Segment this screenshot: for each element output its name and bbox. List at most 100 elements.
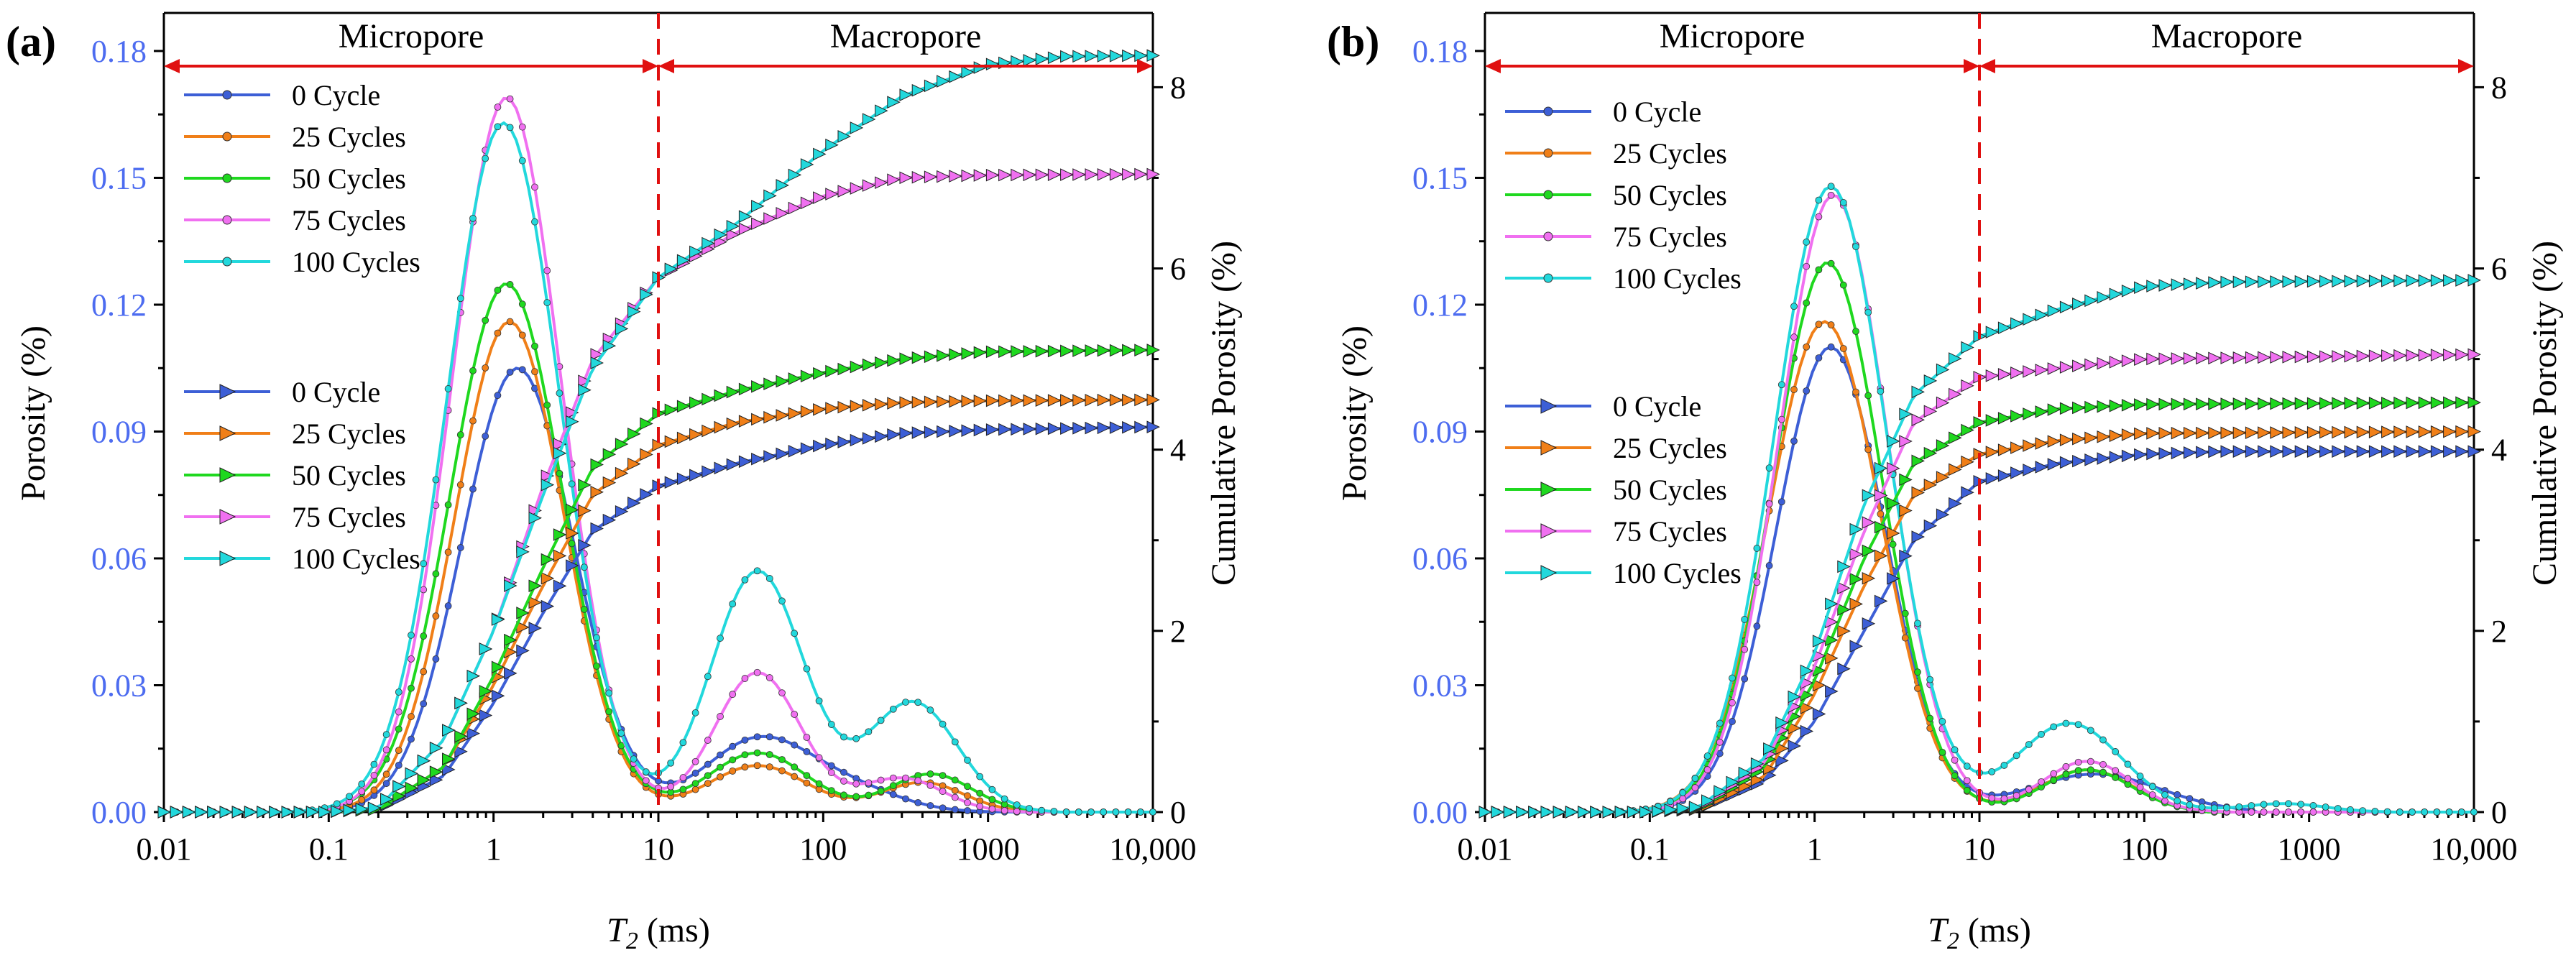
data-point [1849, 548, 1863, 561]
data-point [2393, 396, 2407, 410]
legend-swatch-marker [1540, 565, 1558, 581]
data-point [2012, 752, 2020, 760]
y-left-tick-label: 0.09 [91, 414, 147, 449]
data-point [1951, 746, 1959, 754]
data-point [2272, 808, 2280, 816]
data-point [2443, 425, 2457, 438]
data-point [432, 570, 440, 578]
data-point [1887, 435, 1900, 448]
data-point [2000, 795, 2008, 803]
data-point [590, 485, 604, 499]
data-point [2059, 433, 2074, 446]
data-point [305, 806, 320, 819]
data-point [862, 113, 876, 126]
data-point [776, 206, 789, 220]
legend-label: 25 Cycles [292, 418, 406, 450]
data-point [640, 288, 653, 301]
data-point [2396, 808, 2404, 816]
data-point [1109, 421, 1123, 434]
data-point [840, 777, 847, 785]
data-point [2208, 445, 2222, 459]
data-point [343, 803, 356, 817]
data-point [2109, 356, 2123, 369]
data-point [1914, 668, 1921, 676]
data-point [231, 806, 246, 819]
data-point [914, 777, 922, 785]
data-point [865, 791, 873, 799]
data-point [2455, 348, 2469, 361]
data-point [2121, 399, 2135, 412]
data-point [2322, 803, 2329, 811]
data-point [1862, 544, 1876, 558]
data-point [2035, 364, 2048, 377]
data-point [676, 472, 691, 486]
x-tick-label: 0.1 [1630, 831, 1670, 867]
data-point [420, 700, 428, 708]
data-point [937, 349, 950, 362]
y-axis-title-left: Porosity (%) [1335, 326, 1374, 501]
legend-swatch-marker [219, 509, 236, 525]
data-point [825, 402, 839, 415]
data-point [689, 245, 703, 259]
legend-item: 75 Cycles [1505, 221, 1727, 253]
data-point [1085, 394, 1098, 407]
data-point [504, 667, 518, 680]
data-point [2368, 349, 2383, 362]
data-point [370, 786, 378, 794]
data-point [1827, 191, 1835, 199]
data-point [741, 751, 749, 759]
data-point [593, 634, 600, 642]
data-point [877, 717, 885, 724]
data-point [2220, 426, 2234, 440]
x-tick-label: 10 [643, 831, 674, 867]
data-point [469, 485, 477, 493]
legend-item: 75 Cycles [184, 204, 406, 236]
y-right-tick-label: 4 [1170, 433, 1186, 468]
data-point [2455, 396, 2469, 410]
data-point [778, 597, 786, 605]
data-point [2097, 430, 2110, 443]
data-point [2344, 445, 2358, 459]
data-point [482, 364, 489, 372]
data-point [691, 785, 699, 793]
data-point [602, 476, 617, 489]
data-point [850, 182, 864, 195]
legend-label: 0 Cycle [1613, 390, 1701, 423]
data-point [2272, 800, 2280, 808]
data-point [2134, 448, 2148, 461]
y-right-tick-label: 2 [1170, 614, 1186, 649]
data-point [1911, 530, 1925, 543]
data-point [2074, 721, 2082, 729]
data-point [370, 760, 378, 768]
data-point [887, 354, 901, 367]
arrow-head [1979, 59, 1995, 73]
data-point [1839, 345, 1847, 352]
data-point [1803, 343, 1811, 351]
legend-label: 0 Cycle [1613, 96, 1701, 128]
data-point [593, 662, 600, 670]
data-point [556, 469, 564, 477]
legend-label: 100 Cycles [292, 246, 420, 278]
data-point [627, 457, 641, 471]
data-point [2010, 317, 2024, 331]
data-point [293, 806, 308, 819]
y-right-tick-label: 6 [2491, 252, 2507, 287]
data-point [2356, 425, 2370, 439]
data-point [667, 783, 675, 791]
x-axis-title-main: T [1928, 911, 1949, 949]
data-point [2198, 803, 2206, 811]
data-point [518, 123, 526, 131]
data-point [2208, 276, 2222, 289]
data-point [553, 549, 567, 563]
data-point [2319, 397, 2333, 410]
data-point [370, 772, 378, 779]
data-point [2025, 741, 2033, 748]
data-point [2258, 426, 2271, 439]
legend-item: 100 Cycles [1505, 557, 1742, 589]
data-point [540, 553, 555, 566]
data-point [973, 346, 988, 359]
data-point [2245, 275, 2259, 288]
data-point [2258, 445, 2271, 459]
data-point [543, 401, 551, 409]
data-point [1973, 416, 1987, 429]
